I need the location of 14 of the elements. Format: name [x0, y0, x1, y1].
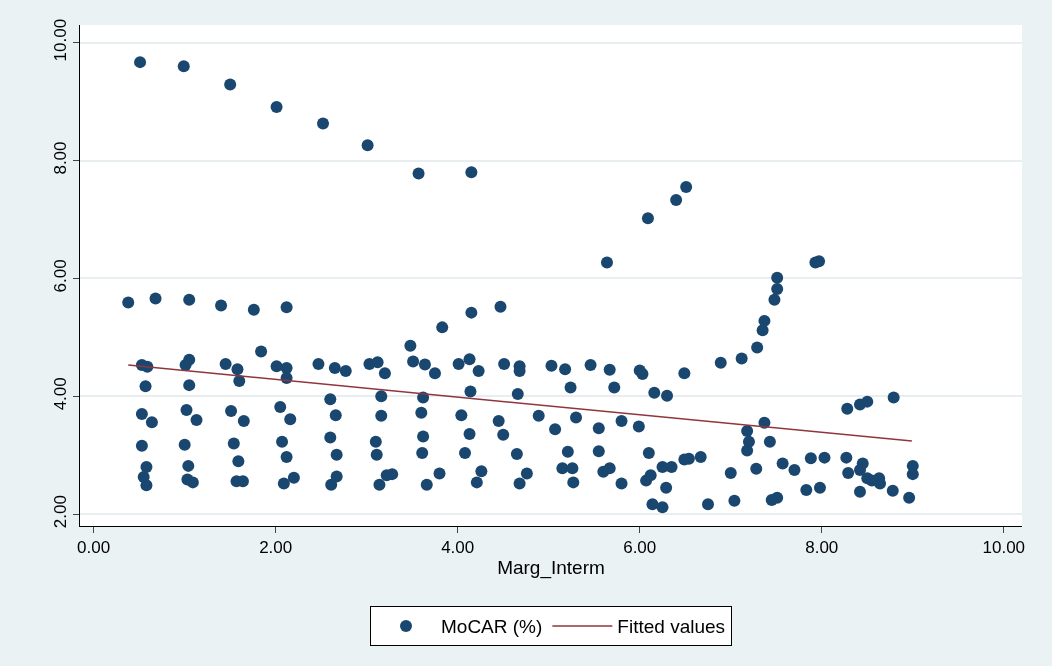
x-tick-label: 10.00 — [982, 538, 1026, 558]
legend-label: MoCAR (%) — [441, 616, 543, 638]
x-tick-label: 4.00 — [441, 538, 475, 558]
y-tick-label: 10.00 — [51, 18, 71, 62]
x-tick-label: 6.00 — [623, 538, 657, 558]
y-tick-label: 4.00 — [51, 377, 71, 411]
y-tick-label: 8.00 — [51, 141, 71, 175]
x-tick-label: 2.00 — [259, 538, 293, 558]
legend-label: Fitted values — [617, 616, 726, 638]
x-tick-label: 0.00 — [77, 538, 111, 558]
x-tick-label: 8.00 — [805, 538, 839, 558]
y-tick-label: 6.00 — [51, 259, 71, 293]
y-tick-label: 2.00 — [51, 495, 71, 529]
x-axis-title: Marg_Interm — [497, 557, 605, 580]
